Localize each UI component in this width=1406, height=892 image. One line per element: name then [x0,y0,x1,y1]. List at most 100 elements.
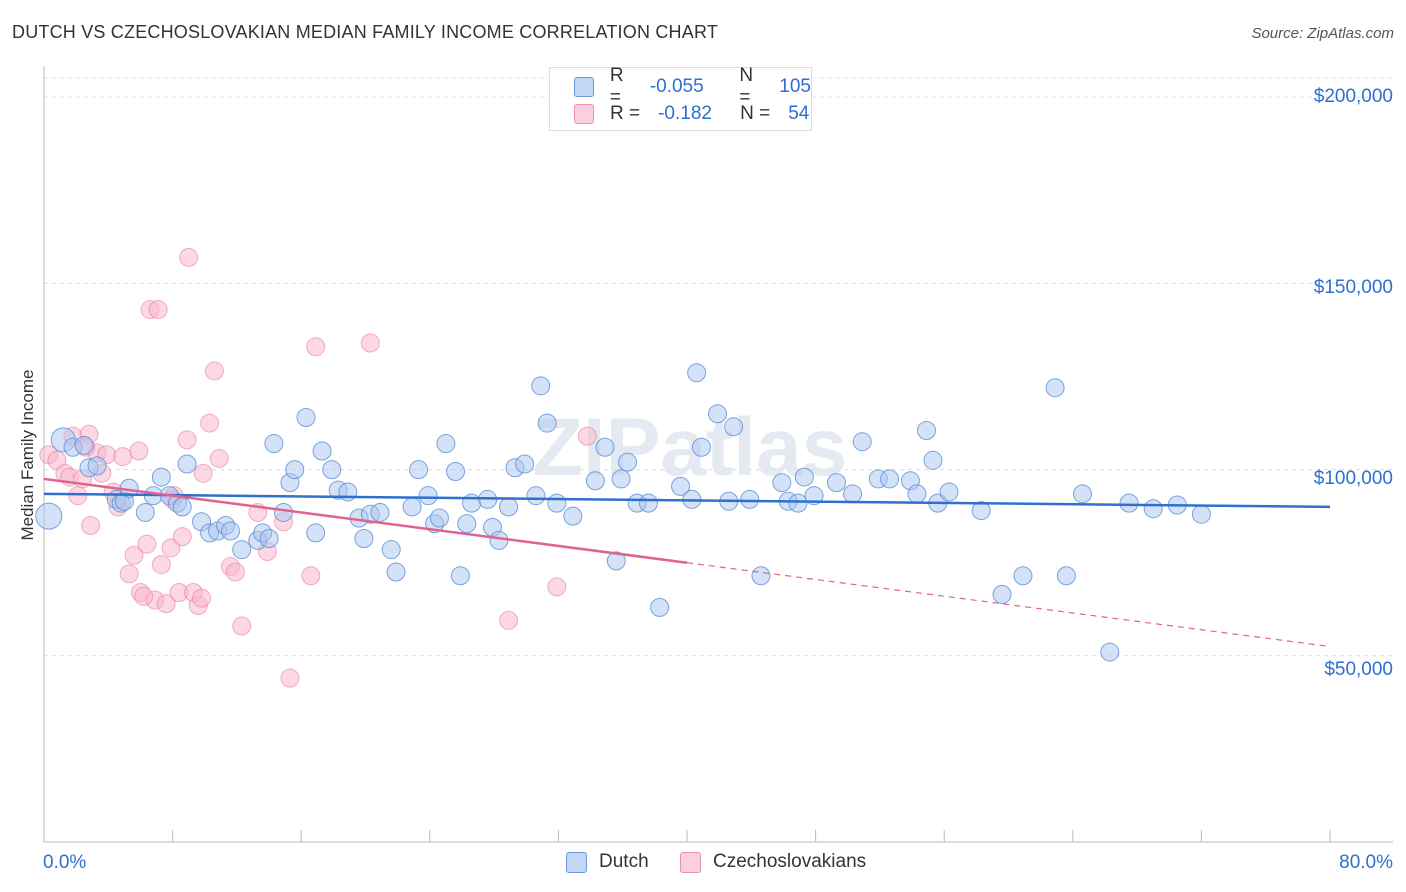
czech-point [577,426,597,446]
dutch-point [386,562,406,582]
legend-swatch-czech [574,104,594,124]
dutch-point [606,551,626,571]
dutch-point [852,432,872,452]
czech-point [151,555,171,575]
czech-point [148,299,168,319]
chart-title: DUTCH VS CZECHOSLOVAKIAN MEDIAN FAMILY I… [12,22,719,42]
dutch-point [354,529,374,549]
czech-point [156,594,176,614]
legend-r-value: -0.182 [658,103,712,124]
dutch-point [547,493,567,513]
dutch-point [285,460,305,480]
dutch-point [402,497,422,517]
watermark: ZIPatlas [533,402,847,493]
legend: R = -0.055 N = 105 R = -0.182 N = 54 [549,65,812,131]
dutch-point [259,529,279,549]
dutch-point [880,469,900,489]
legend-n-value: 105 [779,76,811,97]
grid-lines [44,77,1393,657]
legend-r-value: -0.055 [649,76,704,97]
czech-point [360,333,380,353]
czech-point [499,610,519,630]
czech-point [129,441,149,461]
dutch-point [409,460,429,480]
czech-point [232,616,252,636]
dutch-point [724,417,744,437]
y-tick-label: $200,000 [1313,86,1393,107]
czech-point [134,586,154,606]
dutch-point [1191,504,1211,524]
dutch-point [843,484,863,504]
dutch-point [691,437,711,457]
dutch-point [923,450,943,470]
dutch-point [381,540,401,560]
dutch-point [618,452,638,472]
dutch-point [35,502,63,530]
czech-point [177,430,197,450]
dutch-point [788,493,808,513]
czech-point [193,463,213,483]
y-axis-label: Median Family Income [18,369,37,541]
dutch-points [35,363,1211,662]
dutch-point [794,467,814,487]
dutch-point [638,493,658,513]
legend-n-value: 54 [788,103,810,124]
dutch-trend-line [43,492,1331,509]
dutch-point [687,363,707,383]
dutch-point [450,566,470,586]
dutch-point [274,502,294,522]
dutch-point [1013,566,1033,586]
legend-row-dutch: R = -0.055 N = 105 [550,65,811,108]
czech-point [225,562,245,582]
dutch-point [650,597,670,617]
dutch-point [312,441,332,461]
czech-point [172,527,192,547]
dutch-point [585,471,605,491]
dutch-point [322,460,342,480]
x-tick-label-max: 80.0% [1339,852,1393,873]
czech-point [179,247,199,267]
bottom-legend-swatch-czech [680,851,701,873]
czech-point [306,337,326,357]
dutch-point [537,413,557,433]
dutch-point [220,521,240,541]
y-tick-label: $50,000 [1324,659,1393,680]
dutch-point [740,489,760,509]
trend-lines [43,477,1331,648]
czech-point [192,588,212,608]
dutch-point [526,486,546,506]
czech-point [200,413,220,433]
dutch-point [462,493,482,513]
czech-point [113,447,133,467]
czech-trend-extension [686,562,1331,648]
czech-trend-line [43,477,688,564]
czech-point [124,545,144,565]
dutch-point [531,376,551,396]
dutch-point [708,404,728,424]
dutch-point [489,530,509,550]
dutch-point [751,566,771,586]
czech-point [119,564,139,584]
dutch-point [446,461,466,481]
dutch-point [87,456,107,476]
dutch-point [671,476,691,496]
dutch-point [1045,378,1065,398]
dutch-point [1143,499,1163,519]
bottom-legend-czech: Czechoslovakians [680,851,866,873]
dutch-point [917,421,937,441]
dutch-point [611,469,631,489]
y-tick-label: $150,000 [1313,277,1393,298]
dutch-point [595,437,615,457]
dutch-point [418,486,438,506]
dutch-point [1072,484,1092,504]
dutch-point [264,434,284,454]
czech-point [547,577,567,597]
legend-n-label: N = [740,103,771,124]
czech-point [280,668,300,688]
legend-swatch-dutch [574,77,594,97]
dutch-point [151,467,171,487]
dutch-point [457,514,477,534]
bottom-legend-dutch: Dutch [566,851,649,873]
x-tick-label-min: 0.0% [43,852,87,873]
chart-source: Source: ZipAtlas.com [1251,25,1394,42]
